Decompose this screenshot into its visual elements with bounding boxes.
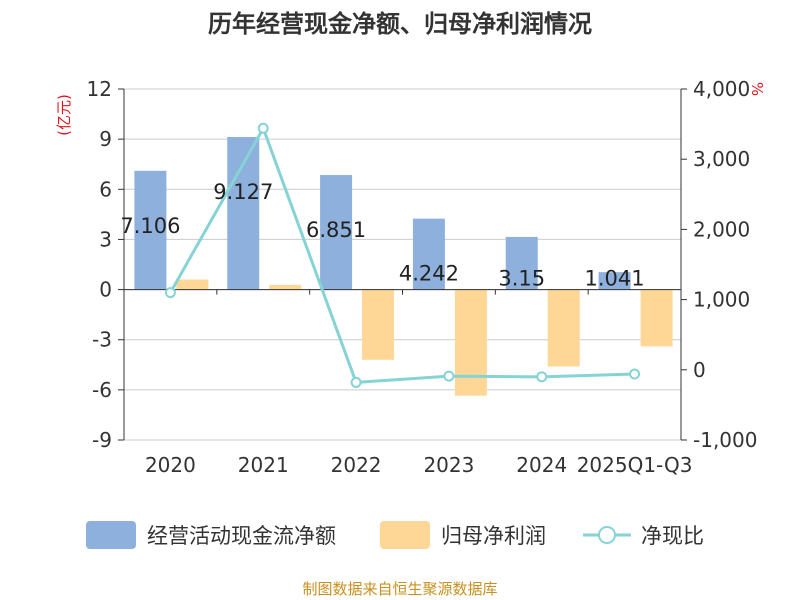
bar-net-profit xyxy=(454,289,487,396)
bar-net-profit xyxy=(176,279,209,290)
line-point xyxy=(350,376,362,388)
right-tick-label: 2,000 xyxy=(693,217,750,241)
data-label: 9.127 xyxy=(213,180,273,204)
data-label: 6.851 xyxy=(306,218,366,242)
legend-label: 净现比 xyxy=(641,524,704,548)
bar-cash-flow xyxy=(598,272,631,290)
right-tick-label: 3,000 xyxy=(693,147,750,171)
legend: 经营活动现金流净额 归母净利润 净现比 xyxy=(86,521,704,549)
line-point xyxy=(536,371,548,383)
data-label: 4.242 xyxy=(399,262,459,286)
line-point xyxy=(164,287,176,299)
axes: 129630-3-6-94,0003,0002,0001,0000-1,0002… xyxy=(87,77,758,477)
legend-swatch-ratio-point xyxy=(598,526,616,544)
left-tick-label: 6 xyxy=(99,177,112,201)
line-point xyxy=(257,122,269,134)
x-tick-label: 2021 xyxy=(238,453,289,477)
right-axis-unit: % xyxy=(748,82,766,96)
bar-cash-flow xyxy=(227,137,260,290)
right-tick-label: -1,000 xyxy=(693,428,757,452)
right-tick-label: 0 xyxy=(693,358,706,382)
data-label: 1.041 xyxy=(585,267,645,291)
chart-title: 历年经营现金净额、归母净利润情况 xyxy=(208,10,592,38)
left-tick-label: 12 xyxy=(87,77,112,101)
x-tick-label: 2022 xyxy=(331,453,382,477)
legend-swatch-net-profit xyxy=(380,521,430,549)
bar-net-profit xyxy=(362,289,395,360)
x-tick-label: 2023 xyxy=(423,453,474,477)
bar-net-profit xyxy=(269,284,302,290)
data-label: 3.15 xyxy=(498,267,545,291)
x-tick-label: 2020 xyxy=(145,453,196,477)
left-axis-unit: (亿元) xyxy=(55,94,73,136)
bar-net-profit xyxy=(640,289,673,347)
data-label: 7.106 xyxy=(120,214,180,238)
line-point xyxy=(629,368,641,380)
left-tick-label: -9 xyxy=(92,428,112,452)
left-tick-label: -6 xyxy=(92,378,112,402)
line-point xyxy=(443,370,455,382)
legend-label: 归母净利润 xyxy=(441,524,546,548)
left-tick-label: 9 xyxy=(99,127,112,151)
left-tick-label: 3 xyxy=(99,227,112,251)
left-tick-label: 0 xyxy=(99,278,112,302)
source-note: 制图数据来自恒生聚源数据库 xyxy=(302,580,497,598)
x-tick-label: 2025Q1-Q3 xyxy=(577,453,693,477)
bar-cash-flow xyxy=(320,175,353,290)
left-tick-label: -3 xyxy=(92,328,112,352)
right-tick-label: 1,000 xyxy=(693,288,750,312)
legend-swatch-cash-flow xyxy=(86,521,136,549)
bar-net-profit xyxy=(547,289,580,367)
line-net-cash-ratio xyxy=(169,124,635,385)
line-series xyxy=(164,122,641,388)
right-tick-label: 4,000 xyxy=(693,77,750,101)
bar-cash-flow xyxy=(134,170,167,290)
bar-cash-flow xyxy=(412,218,445,290)
bar-cash-flow xyxy=(505,236,538,290)
x-tick-label: 2024 xyxy=(516,453,567,477)
legend-label: 经营活动现金流净额 xyxy=(147,524,336,548)
data-labels: 7.106 9.127 6.851 4.242 3.15 1.041 xyxy=(120,180,644,291)
